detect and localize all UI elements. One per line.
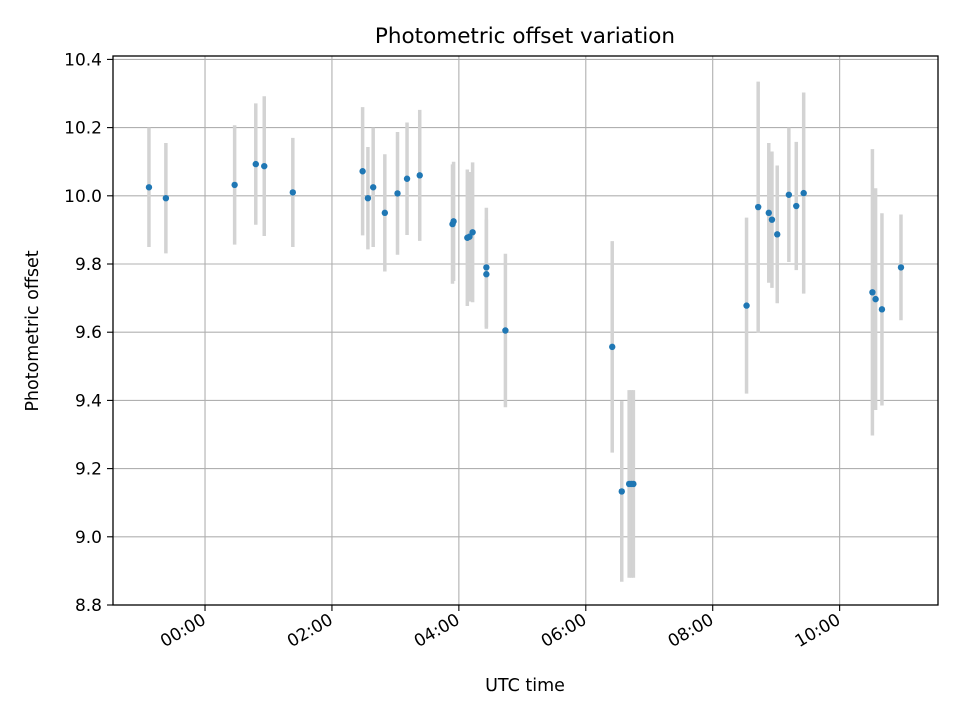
data-point — [394, 190, 401, 197]
y-axis-label: Photometric offset — [23, 250, 43, 411]
data-point — [765, 209, 772, 217]
data-point — [483, 264, 490, 271]
y-tick-label: 9.6 — [75, 323, 102, 343]
y-tick-label: 9.8 — [75, 255, 102, 275]
data-point — [869, 289, 876, 296]
data-point — [609, 343, 616, 351]
data-point — [289, 189, 297, 196]
data-point — [359, 168, 366, 175]
data-point — [261, 162, 268, 170]
data-point — [800, 189, 807, 197]
data-point — [897, 264, 905, 271]
data-point — [252, 160, 259, 168]
data-point — [785, 191, 793, 198]
data-point — [743, 302, 750, 309]
y-tick-label: 8.8 — [75, 596, 102, 616]
y-tick-label: 9.4 — [75, 391, 102, 411]
y-tick-label: 9.2 — [75, 460, 102, 480]
data-point — [793, 202, 800, 210]
data-points — [145, 160, 905, 495]
y-tick-label: 10.2 — [64, 119, 102, 139]
y-tick-label: 10.0 — [64, 187, 102, 207]
data-point — [466, 233, 473, 240]
data-point — [878, 306, 886, 313]
y-tick-label: 9.0 — [75, 528, 102, 548]
plot-frame — [112, 55, 939, 606]
data-point — [754, 203, 762, 211]
data-point — [483, 271, 490, 278]
data-point — [403, 175, 411, 182]
chart-title: Photometric offset variation — [375, 24, 675, 49]
data-point — [369, 184, 377, 191]
data-point — [872, 295, 879, 303]
y-tick-label: 10.4 — [64, 50, 102, 70]
data-point — [145, 184, 153, 191]
data-point — [416, 172, 423, 179]
data-point — [450, 218, 457, 225]
data-point — [231, 181, 238, 189]
data-point — [630, 480, 637, 488]
data-point — [469, 229, 476, 236]
data-point — [381, 209, 389, 217]
data-point — [162, 194, 170, 202]
data-point — [364, 194, 372, 202]
x-axis-label: UTC time — [485, 676, 565, 696]
data-point — [618, 488, 625, 495]
data-point — [768, 216, 776, 223]
data-point — [774, 231, 781, 238]
grid — [113, 56, 938, 606]
data-point — [502, 327, 509, 334]
